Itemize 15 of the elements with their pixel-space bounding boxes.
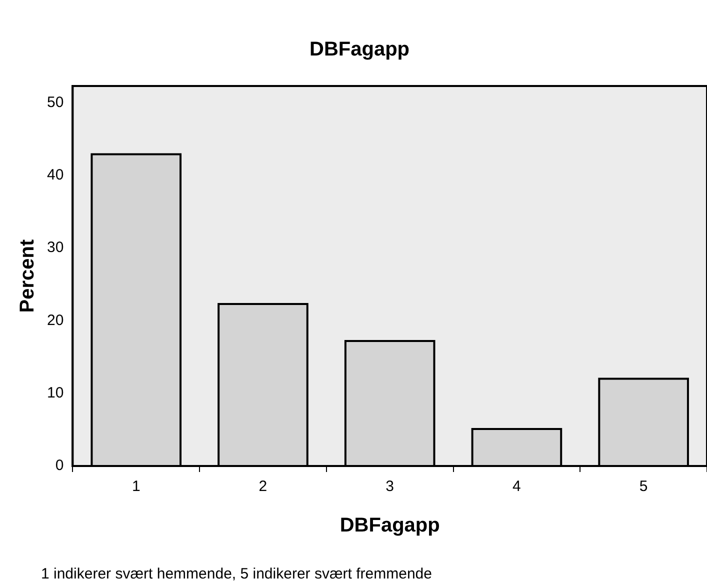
x-tick-label: 4 — [512, 478, 521, 496]
y-axis-title: Percent — [16, 238, 39, 313]
x-tick-label: 1 — [132, 478, 140, 496]
y-tick-label: 10 — [46, 384, 64, 402]
y-tick-label: 20 — [46, 312, 64, 329]
x-tick-label: 3 — [386, 478, 394, 496]
y-tick-label: 0 — [55, 457, 64, 474]
x-tick-label: 2 — [258, 478, 268, 496]
chart-title: DBFagapp — [310, 38, 410, 61]
y-tick-label: 30 — [46, 239, 64, 256]
y-tick-label: 50 — [46, 94, 64, 111]
text: 1 indikerer svært hemmende, 5 indikerer svært fremmende — [41, 566, 432, 583]
x-axis-title: DBFagapp — [340, 514, 440, 537]
y-tick-label: 40 — [46, 166, 64, 184]
x-tick-label: 5 — [639, 478, 648, 496]
